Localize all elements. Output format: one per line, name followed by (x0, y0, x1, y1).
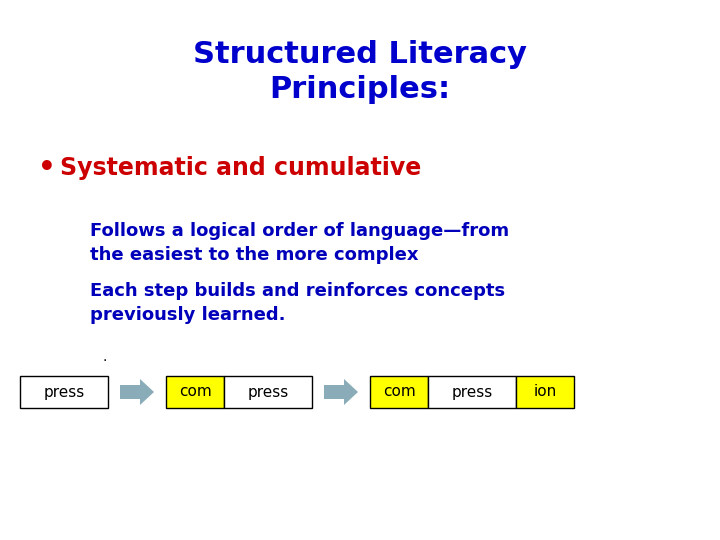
Text: Systematic and cumulative: Systematic and cumulative (60, 156, 421, 180)
FancyBboxPatch shape (516, 376, 574, 408)
FancyBboxPatch shape (224, 376, 312, 408)
FancyBboxPatch shape (166, 376, 224, 408)
Text: ion: ion (534, 384, 557, 400)
Text: Follows a logical order of language—from
the easiest to the more complex: Follows a logical order of language—from… (90, 222, 509, 264)
Text: press: press (451, 384, 492, 400)
Text: Structured Literacy
Principles:: Structured Literacy Principles: (193, 40, 527, 104)
Text: Each step builds and reinforces concepts
previously learned.: Each step builds and reinforces concepts… (90, 282, 505, 325)
Polygon shape (324, 385, 344, 399)
FancyBboxPatch shape (428, 376, 516, 408)
Text: com: com (179, 384, 212, 400)
Text: press: press (248, 384, 289, 400)
FancyBboxPatch shape (370, 376, 428, 408)
Polygon shape (140, 379, 154, 405)
FancyBboxPatch shape (20, 376, 108, 408)
Polygon shape (120, 385, 140, 399)
Text: •: • (38, 154, 55, 182)
Polygon shape (344, 379, 358, 405)
Text: .: . (103, 350, 107, 364)
Text: press: press (43, 384, 85, 400)
Text: com: com (382, 384, 415, 400)
